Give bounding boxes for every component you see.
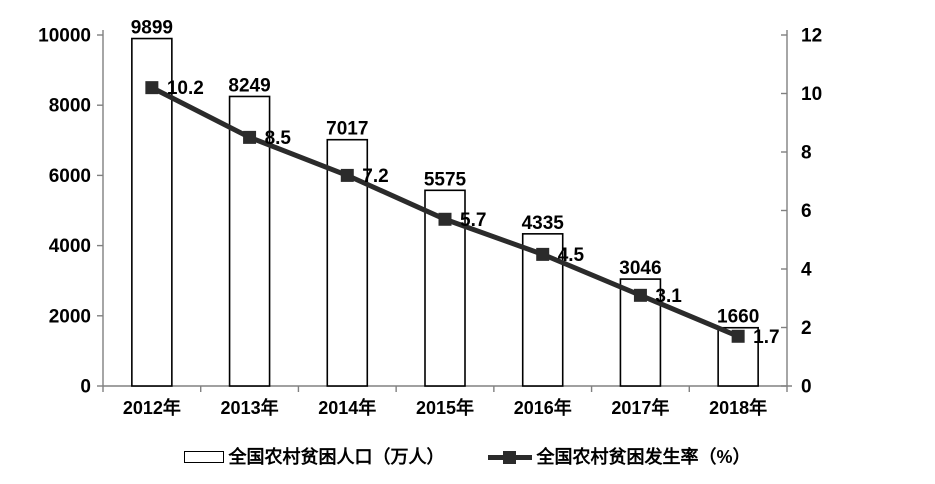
y-tick-label-right: 0: [801, 377, 812, 398]
line-marker: [731, 329, 745, 343]
y-tick-label-right: 8: [801, 143, 812, 164]
legend-item-rate: 全国农村贫困发生率（%）: [488, 447, 751, 467]
line-marker: [340, 168, 354, 182]
legend-label-population: 全国农村贫困人口（万人）: [228, 447, 445, 467]
bar-value-label: 7017: [326, 119, 368, 140]
y-tick-label-left: 2000: [49, 306, 91, 327]
y-tick-label-left: 0: [80, 377, 91, 398]
rate-value-label: 3.1: [655, 286, 682, 307]
legend: 全国农村贫困人口（万人） 全国农村贫困发生率（%）: [0, 442, 935, 472]
line-marker: [243, 130, 257, 144]
rate-value-label: 4.5: [558, 245, 585, 266]
bar-value-label: 8249: [228, 75, 270, 96]
line-marker: [633, 288, 647, 302]
bar-swatch-icon: [184, 451, 225, 463]
line-marker-swatch-icon: [488, 450, 533, 464]
y-tick-label-right: 12: [801, 26, 822, 47]
legend-item-population: 全国农村贫困人口（万人）: [184, 448, 444, 466]
rate-value-label: 1.7: [753, 327, 779, 348]
rate-value-label: 8.5: [265, 128, 292, 149]
bar-value-label: 1660: [717, 307, 759, 328]
bar-value-label: 5575: [424, 169, 467, 190]
y-tick-label-left: 10000: [38, 26, 91, 47]
y-tick-label-right: 6: [801, 201, 812, 222]
x-tick-label: 2018年: [709, 397, 767, 418]
legend-label-rate: 全国农村贫困发生率（%）: [536, 447, 751, 467]
y-tick-label-right: 4: [801, 260, 812, 281]
square-marker-swatch: [503, 451, 517, 464]
x-tick-label: 2016年: [514, 397, 572, 418]
x-tick-label: 2014年: [318, 397, 376, 418]
rate-value-label: 7.2: [362, 166, 388, 187]
line-marker: [438, 212, 452, 226]
line-marker: [536, 247, 550, 261]
line-marker: [145, 81, 159, 95]
x-tick-label: 2013年: [221, 397, 279, 418]
x-tick-label: 2015年: [416, 397, 474, 418]
y-tick-label-right: 2: [801, 318, 812, 339]
y-tick-label-left: 4000: [49, 236, 91, 257]
rate-value-label: 10.2: [167, 78, 204, 99]
y-tick-label-left: 8000: [49, 96, 91, 117]
bar-value-label: 4335: [522, 213, 565, 234]
x-tick-label: 2017年: [611, 397, 669, 418]
x-tick-label: 2012年: [123, 397, 181, 418]
bar-value-label: 3046: [619, 258, 661, 279]
bar-value-label: 9899: [131, 18, 173, 39]
y-tick-label-left: 6000: [49, 166, 91, 187]
y-tick-label-right: 10: [801, 84, 822, 105]
rate-value-label: 5.7: [460, 210, 486, 231]
